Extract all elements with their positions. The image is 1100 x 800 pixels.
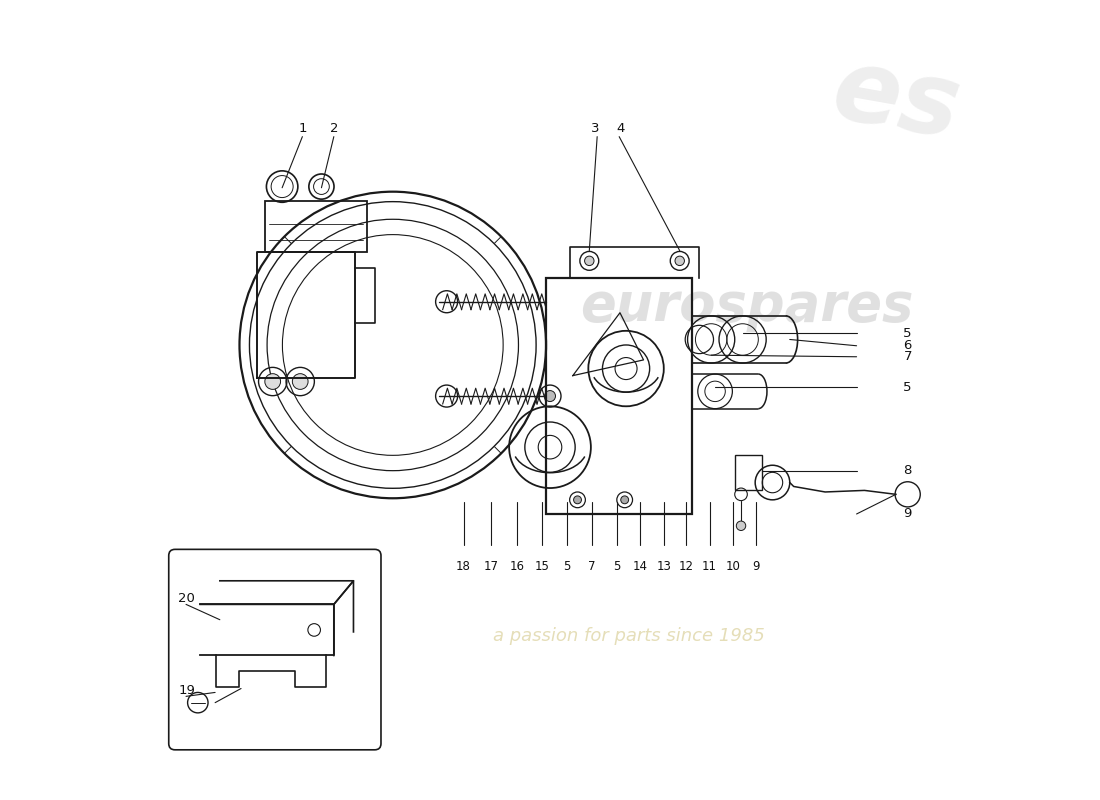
Text: 5: 5 (903, 381, 912, 394)
Text: eurospares: eurospares (580, 280, 913, 332)
Circle shape (544, 390, 556, 402)
Circle shape (620, 496, 628, 504)
Text: 14: 14 (632, 560, 648, 573)
Text: 20: 20 (178, 592, 195, 606)
Text: 15: 15 (535, 560, 550, 573)
Text: 1: 1 (298, 122, 307, 135)
Circle shape (293, 374, 308, 390)
Circle shape (573, 496, 582, 504)
Text: 5: 5 (563, 560, 571, 573)
Text: 19: 19 (178, 684, 195, 698)
Text: 4: 4 (617, 122, 625, 135)
Bar (265, 201, 367, 252)
Circle shape (584, 256, 594, 266)
Text: 7: 7 (587, 560, 595, 573)
Text: 5: 5 (903, 326, 912, 340)
Text: 10: 10 (726, 560, 740, 573)
Text: 8: 8 (903, 464, 912, 478)
Text: 13: 13 (657, 560, 671, 573)
Text: 12: 12 (679, 560, 693, 573)
Bar (735, 455, 762, 490)
Text: 17: 17 (484, 560, 498, 573)
Circle shape (265, 374, 280, 390)
Text: 18: 18 (456, 560, 471, 573)
Circle shape (675, 256, 684, 266)
Text: 2: 2 (330, 122, 338, 135)
Text: 9: 9 (752, 560, 760, 573)
Text: 5: 5 (613, 560, 620, 573)
Bar (546, 278, 692, 514)
Text: 9: 9 (903, 507, 912, 521)
Text: 16: 16 (509, 560, 525, 573)
Circle shape (736, 521, 746, 530)
Text: 3: 3 (592, 122, 600, 135)
Text: 6: 6 (903, 339, 912, 352)
Text: a passion for parts since 1985: a passion for parts since 1985 (493, 627, 764, 645)
Text: es: es (825, 42, 967, 160)
Text: 11: 11 (702, 560, 717, 573)
Text: 7: 7 (903, 350, 912, 363)
